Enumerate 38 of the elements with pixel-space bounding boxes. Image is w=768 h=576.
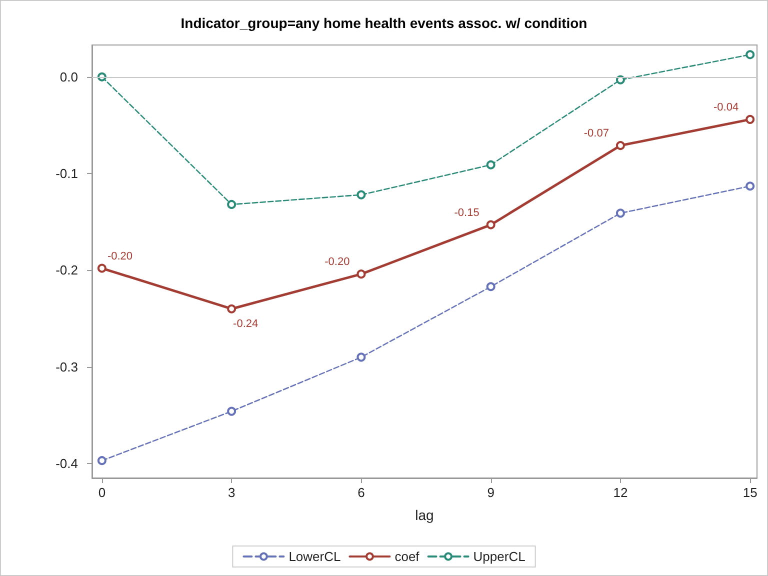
y-tick-label: -0.3: [56, 359, 78, 374]
point: [356, 352, 366, 362]
data-label: -0.15: [454, 206, 480, 219]
x-tick-label: 12: [613, 485, 628, 500]
point: [356, 270, 366, 279]
legend-label: UpperCL: [473, 549, 526, 564]
y-tick-label: -0.4: [56, 456, 78, 471]
point: [356, 190, 366, 200]
point: [97, 264, 106, 273]
x-tick-label: 15: [742, 485, 758, 500]
legend-label: coef: [394, 549, 420, 564]
data-label: -0.07: [584, 128, 609, 140]
y-tick-label: -0.1: [56, 166, 78, 182]
point: [227, 304, 236, 314]
x-axis-title: lag: [415, 507, 434, 523]
point: [616, 208, 625, 218]
y-tick-label: -0.2: [56, 262, 78, 278]
x-tick-label: 3: [228, 485, 236, 500]
x-tick-label: 0: [98, 485, 106, 500]
point: [486, 220, 496, 230]
data-label: -0.20: [324, 256, 350, 268]
legend-label: LowerCL: [288, 549, 341, 564]
data-label: -0.20: [107, 250, 133, 262]
point: [746, 114, 755, 124]
point: [97, 456, 106, 466]
point: [227, 406, 236, 416]
point: [486, 282, 496, 292]
data-label: -0.24: [233, 318, 258, 330]
point: [746, 50, 755, 60]
point: [486, 160, 496, 170]
point: [616, 141, 625, 150]
chart-title: Indicator_group=any home health events assoc. w/ condition: [180, 15, 588, 31]
x-tick-label: 9: [487, 485, 494, 500]
point: [746, 182, 755, 191]
data-label: -0.04: [714, 101, 739, 114]
point: [227, 200, 236, 209]
y-tick-label: 0.0: [60, 69, 78, 84]
x-tick-label: 6: [358, 485, 365, 500]
